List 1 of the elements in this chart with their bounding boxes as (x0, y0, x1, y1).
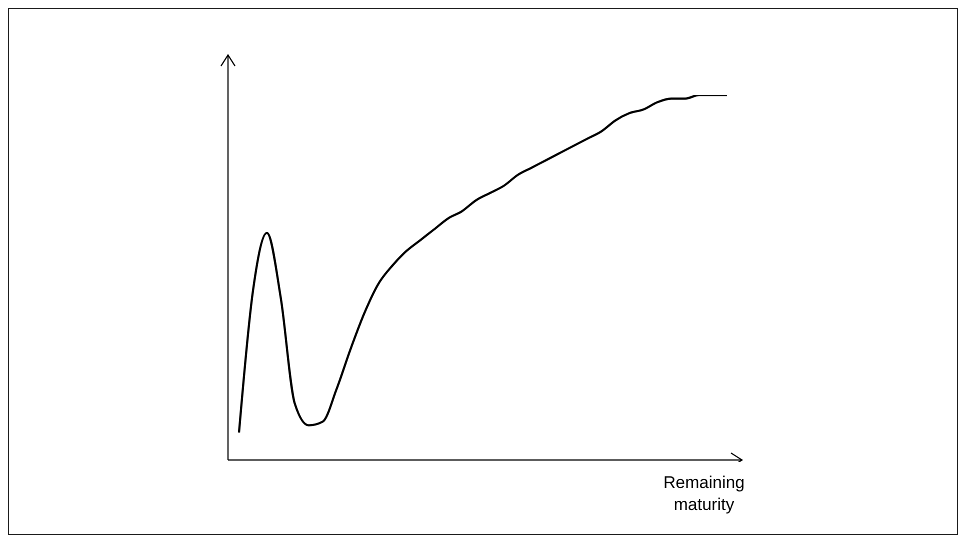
x-axis-title: Remaining maturity (662, 472, 746, 516)
